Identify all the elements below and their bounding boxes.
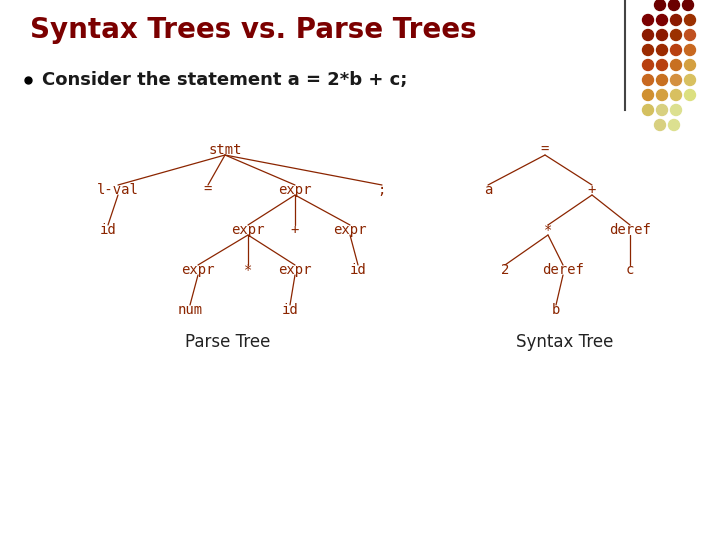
Circle shape bbox=[685, 44, 696, 56]
Circle shape bbox=[642, 75, 654, 85]
Circle shape bbox=[657, 44, 667, 56]
Circle shape bbox=[685, 59, 696, 71]
Circle shape bbox=[642, 44, 654, 56]
Circle shape bbox=[670, 30, 682, 40]
Text: stmt: stmt bbox=[208, 143, 242, 157]
Text: ;: ; bbox=[378, 183, 386, 197]
Text: *: * bbox=[244, 263, 252, 277]
Circle shape bbox=[657, 105, 667, 116]
Text: expr: expr bbox=[231, 223, 265, 237]
Circle shape bbox=[657, 30, 667, 40]
Circle shape bbox=[642, 15, 654, 25]
Text: expr: expr bbox=[333, 223, 366, 237]
Text: Consider the statement a = 2*b + c;: Consider the statement a = 2*b + c; bbox=[42, 71, 408, 89]
Text: b: b bbox=[552, 303, 560, 317]
Text: expr: expr bbox=[278, 183, 312, 197]
Text: =: = bbox=[204, 183, 212, 197]
Circle shape bbox=[654, 0, 665, 10]
Circle shape bbox=[670, 105, 682, 116]
Text: +: + bbox=[588, 183, 596, 197]
Text: 2: 2 bbox=[501, 263, 509, 277]
Text: c: c bbox=[626, 263, 634, 277]
Text: Syntax Trees vs. Parse Trees: Syntax Trees vs. Parse Trees bbox=[30, 16, 477, 44]
Circle shape bbox=[685, 30, 696, 40]
Circle shape bbox=[642, 90, 654, 100]
Text: deref: deref bbox=[542, 263, 584, 277]
Circle shape bbox=[657, 59, 667, 71]
Text: l-val: l-val bbox=[97, 183, 139, 197]
Circle shape bbox=[685, 15, 696, 25]
Circle shape bbox=[683, 0, 693, 10]
Circle shape bbox=[685, 75, 696, 85]
Text: Syntax Tree: Syntax Tree bbox=[516, 333, 613, 351]
Text: +: + bbox=[291, 223, 300, 237]
Text: deref: deref bbox=[609, 223, 651, 237]
Circle shape bbox=[657, 15, 667, 25]
Circle shape bbox=[670, 15, 682, 25]
Circle shape bbox=[685, 90, 696, 100]
Text: =: = bbox=[541, 143, 549, 157]
Circle shape bbox=[654, 119, 665, 131]
Text: Parse Tree: Parse Tree bbox=[185, 333, 271, 351]
Text: num: num bbox=[177, 303, 202, 317]
Circle shape bbox=[657, 75, 667, 85]
Text: id: id bbox=[99, 223, 117, 237]
Circle shape bbox=[668, 0, 680, 10]
Circle shape bbox=[670, 59, 682, 71]
Text: expr: expr bbox=[181, 263, 215, 277]
Text: a: a bbox=[484, 183, 492, 197]
Text: id: id bbox=[350, 263, 366, 277]
Circle shape bbox=[668, 119, 680, 131]
Circle shape bbox=[670, 75, 682, 85]
Circle shape bbox=[642, 105, 654, 116]
Text: id: id bbox=[282, 303, 298, 317]
Circle shape bbox=[670, 44, 682, 56]
Circle shape bbox=[657, 90, 667, 100]
Circle shape bbox=[642, 30, 654, 40]
Circle shape bbox=[670, 90, 682, 100]
Text: expr: expr bbox=[278, 263, 312, 277]
Circle shape bbox=[642, 59, 654, 71]
Text: *: * bbox=[544, 223, 552, 237]
